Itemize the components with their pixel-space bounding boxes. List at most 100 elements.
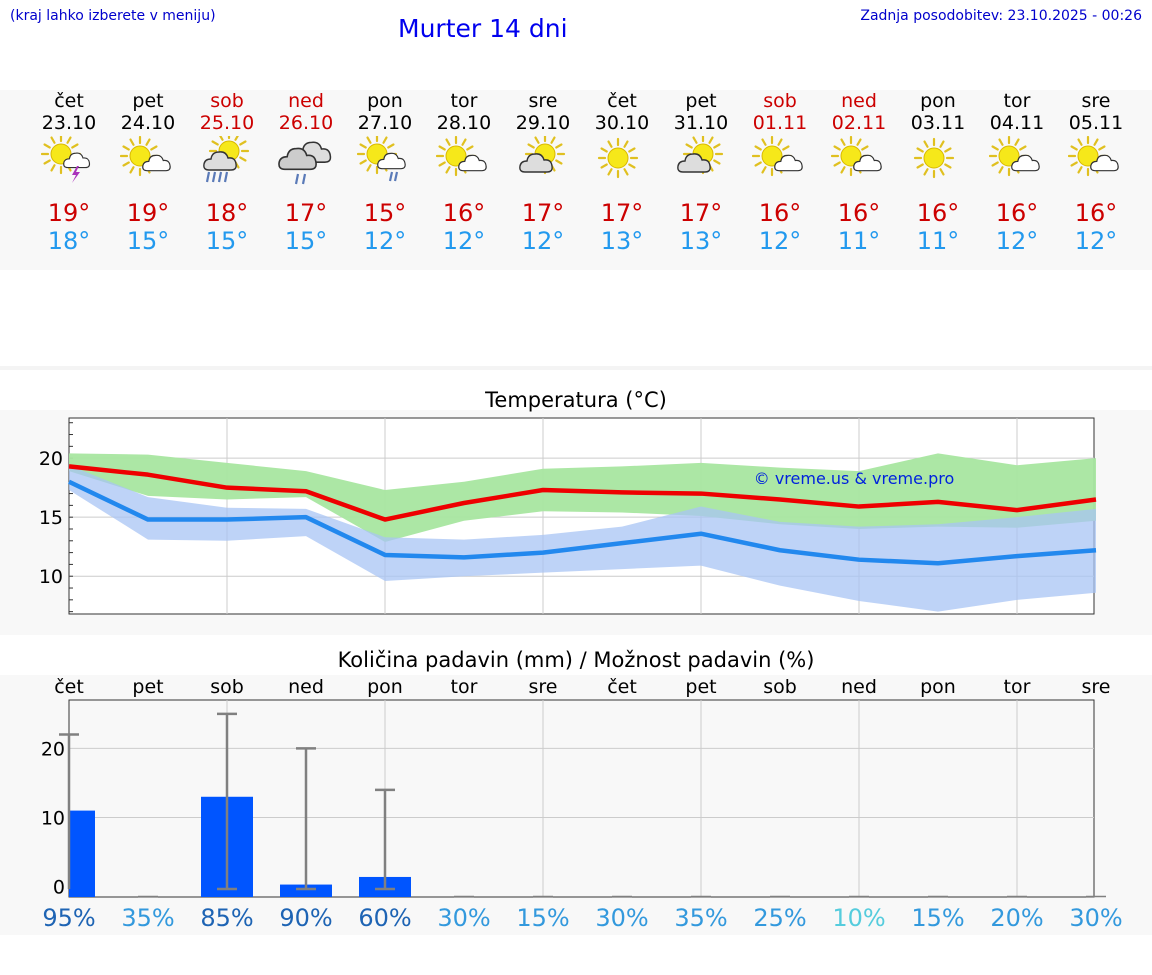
sun-cloud-rain-icon — [203, 136, 250, 183]
precip-bar — [69, 810, 95, 897]
location-menu-hint[interactable]: (kraj lahko izberete v meniju) — [10, 8, 216, 24]
min-temp: 15° — [126, 227, 170, 255]
max-temp: 16° — [758, 199, 802, 227]
min-temp: 12° — [442, 227, 486, 255]
page-title: Murter 14 dni — [398, 14, 568, 43]
min-temp: 12° — [1074, 227, 1118, 255]
precip-chance-label: 25% — [753, 904, 806, 932]
min-temp: 11° — [837, 227, 881, 255]
precip-chance-label: 95% — [42, 904, 95, 932]
weekday-label: pet — [685, 90, 717, 112]
max-temp: 16° — [442, 199, 486, 227]
precip-chance-label: 20% — [990, 904, 1043, 932]
date-label: 04.11 — [989, 112, 1045, 134]
category-label: pon — [367, 676, 403, 698]
date-label: 29.10 — [515, 112, 571, 134]
min-temp-range-band — [69, 465, 1096, 612]
weekday-label: ned — [841, 90, 877, 112]
weekday-label: pon — [920, 90, 956, 112]
last-updated: Zadnja posodobitev: 23.10.2025 - 00:26 — [860, 8, 1142, 24]
date-label: 31.10 — [673, 112, 729, 134]
y-tick-label: 0 — [53, 877, 65, 899]
min-temp: 18° — [47, 227, 91, 255]
min-temp-line — [68, 479, 1097, 566]
weekday-label: tor — [450, 90, 478, 112]
weekday-label: tor — [1003, 90, 1031, 112]
sun-small-cloud-icon — [831, 136, 882, 177]
y-tick-label: 15 — [39, 507, 63, 529]
sun-cloud-thunder-icon — [41, 136, 91, 183]
watermark: © vreme.us & vreme.pro — [754, 469, 955, 488]
weekday-label: ned — [288, 90, 324, 112]
sun-small-cloud-icon — [752, 136, 803, 177]
date-label: 30.10 — [594, 112, 650, 134]
weekday-label: sre — [1081, 90, 1111, 112]
date-label: 27.10 — [357, 112, 413, 134]
max-temp: 16° — [995, 199, 1039, 227]
date-label: 01.11 — [752, 112, 808, 134]
precip-chance-label: 10% — [832, 904, 885, 932]
precip-chance-label: 35% — [121, 904, 174, 932]
temperature-chart: 10 15 20 © vreme.us & vreme.pro — [39, 417, 1097, 615]
max-temp: 16° — [1074, 199, 1118, 227]
min-temp: 12° — [363, 227, 407, 255]
category-label: čet — [54, 676, 84, 698]
sun-cloud-icon — [519, 136, 566, 175]
max-temp: 17° — [284, 199, 328, 227]
min-temp: 13° — [600, 227, 644, 255]
category-label: tor — [1004, 676, 1031, 698]
weekday-label: pet — [132, 90, 164, 112]
cloud-rain-icon — [278, 141, 332, 185]
weekday-label: čet — [54, 90, 84, 112]
precip-chance-label: 30% — [595, 904, 648, 932]
max-temp: 18° — [205, 199, 249, 227]
precip-chance-label: 85% — [200, 904, 253, 932]
date-label: 23.10 — [41, 112, 97, 134]
category-label: tor — [451, 676, 478, 698]
divider — [0, 366, 1152, 370]
sun-cloud-light-rain-icon — [357, 136, 406, 182]
date-label: 05.11 — [1068, 112, 1124, 134]
date-label: 28.10 — [436, 112, 492, 134]
min-temp: 13° — [679, 227, 723, 255]
max-temp: 15° — [363, 199, 407, 227]
category-label: sob — [210, 676, 244, 698]
min-temp: 12° — [521, 227, 565, 255]
max-temp: 19° — [126, 199, 170, 227]
min-temp: 12° — [995, 227, 1039, 255]
category-label: sre — [529, 676, 558, 698]
y-tick-label: 20 — [41, 738, 65, 760]
precip-chance-label: 90% — [279, 904, 332, 932]
max-temp: 17° — [600, 199, 644, 227]
temperature-chart-title: Temperatura (°C) — [485, 388, 667, 412]
sun-small-cloud-icon — [120, 136, 171, 177]
y-tick-label: 20 — [39, 448, 63, 470]
min-temp: 15° — [205, 227, 249, 255]
weekday-label: sre — [528, 90, 558, 112]
precip-chance-label: 60% — [358, 904, 411, 932]
max-temp: 19° — [47, 199, 91, 227]
weekday-label: čet — [607, 90, 637, 112]
date-label: 02.11 — [831, 112, 887, 134]
date-label: 03.11 — [910, 112, 966, 134]
precip-chance-label: 15% — [911, 904, 964, 932]
category-label: sre — [1082, 676, 1111, 698]
precip-chance-label: 30% — [437, 904, 490, 932]
category-label: ned — [288, 676, 324, 698]
max-temp-range-band — [69, 453, 1096, 542]
sun-icon — [913, 137, 955, 179]
sun-small-cloud-icon — [989, 136, 1040, 177]
weekday-label: pon — [367, 90, 403, 112]
date-label: 24.10 — [120, 112, 176, 134]
category-label: čet — [607, 676, 637, 698]
precip-chance-label: 35% — [674, 904, 727, 932]
max-temp: 17° — [521, 199, 565, 227]
date-label: 25.10 — [199, 112, 255, 134]
precip-chance-label: 30% — [1069, 904, 1122, 932]
daily-forecast-strip: čet 23.10 19° 18° pet 24.10 19° 15° sob 25… — [0, 90, 1152, 270]
sun-small-cloud-icon — [1068, 136, 1119, 177]
precip-chance-label: 15% — [516, 904, 569, 932]
precip-chart-title: Količina padavin (mm) / Možnost padavin … — [337, 648, 815, 672]
category-label: sob — [763, 676, 797, 698]
max-temp: 17° — [679, 199, 723, 227]
